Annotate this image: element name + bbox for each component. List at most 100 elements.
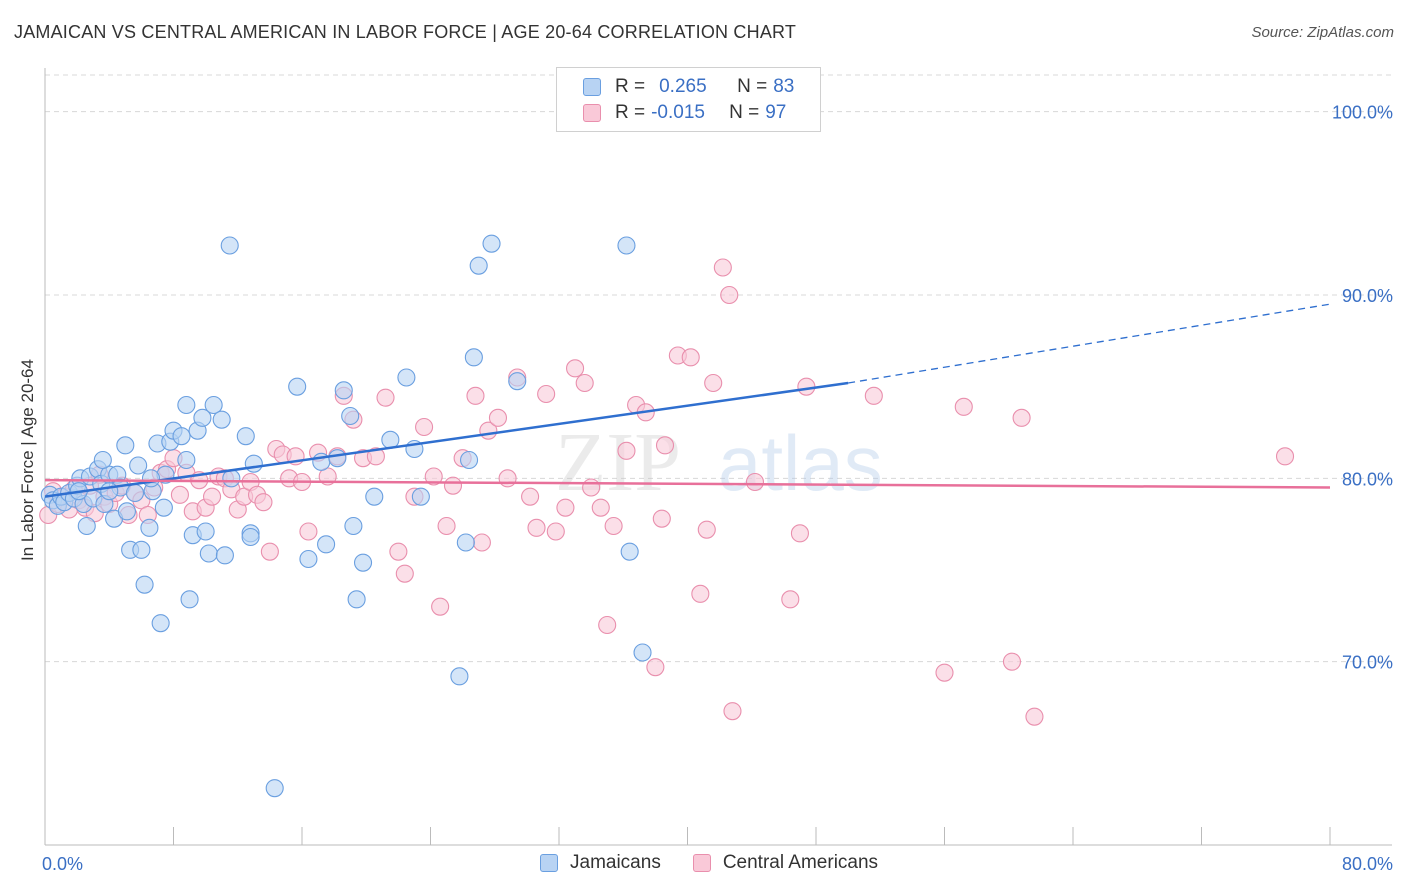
jamaican-point <box>617 236 636 255</box>
legend-r-label: R = <box>615 76 646 97</box>
jamaican-point <box>347 590 366 609</box>
jamaican-point <box>212 410 231 429</box>
central-american-point <box>546 522 565 541</box>
central-american-point <box>646 658 665 677</box>
legend-item-jamaicans: Jamaicans <box>540 852 661 874</box>
jamaican-point <box>482 234 501 253</box>
series-legend: Jamaicans Central Americans <box>540 852 910 874</box>
central-american-point <box>424 467 443 486</box>
central-american-point <box>935 663 954 682</box>
legend-swatch-pink <box>583 104 601 122</box>
watermark-zip: ZIP <box>555 416 681 509</box>
jamaican-point <box>456 533 475 552</box>
jamaican-point <box>193 408 212 427</box>
jamaican-point <box>204 395 223 415</box>
jamaican-point <box>220 236 239 255</box>
central-american-point <box>498 469 517 488</box>
central-american-point <box>954 397 973 416</box>
central-american-point <box>864 386 883 405</box>
central-american-point <box>575 373 594 393</box>
jamaican-point <box>196 522 215 541</box>
central-american-point <box>604 516 623 536</box>
jamaicans-points <box>40 234 652 798</box>
central-american-point <box>260 542 279 561</box>
jamaican-point <box>141 469 161 488</box>
legend-r-value: 0.265 <box>659 76 707 97</box>
jamaican-point <box>244 454 263 473</box>
central-american-point <box>415 417 434 437</box>
jamaican-point <box>236 427 255 446</box>
jamaicans-trend-line <box>44 381 849 498</box>
legend-r-label: R = <box>615 102 646 123</box>
central-american-point <box>1012 408 1031 427</box>
x-tick-label: 80.0% <box>1342 854 1393 874</box>
central-american-point <box>681 348 700 367</box>
central-american-point <box>745 472 765 492</box>
central-american-point <box>566 359 585 378</box>
jamaican-point <box>154 498 173 517</box>
central-american-point <box>170 485 189 504</box>
central-american-point <box>395 564 414 583</box>
jamaican-point <box>317 535 336 554</box>
jamaican-point <box>116 436 135 455</box>
jamaican-point <box>180 590 199 609</box>
central-american-point <box>521 487 540 506</box>
central-american-point <box>591 498 610 517</box>
central-american-point <box>556 498 575 517</box>
jamaican-point <box>265 779 284 798</box>
y-tick-label: 70.0% <box>1342 653 1393 673</box>
legend-swatch-pink <box>692 854 711 872</box>
legend-n-value: 97 <box>765 102 787 123</box>
central-american-point <box>697 520 716 539</box>
legend-swatch-blue <box>540 854 558 872</box>
y-tick-label: 80.0% <box>1342 469 1393 489</box>
watermark: ZIP atlas <box>555 416 883 509</box>
central-american-point <box>254 493 273 512</box>
central-american-point <box>488 408 508 427</box>
jamaican-point <box>135 575 154 594</box>
watermark-atlas: atlas <box>718 419 883 507</box>
central-american-point <box>781 590 800 609</box>
jamaican-point <box>125 483 144 503</box>
jamaican-point <box>132 540 151 559</box>
jamaican-point <box>177 395 196 415</box>
central-american-point <box>691 584 710 603</box>
jamaican-point <box>341 406 360 426</box>
trend-lines <box>44 303 1331 498</box>
jamaicans-trend-extension <box>848 303 1331 384</box>
source-label: Source: ZipAtlas.com <box>1251 24 1394 41</box>
gridlines <box>45 74 1392 663</box>
jamaican-point <box>93 450 112 470</box>
jamaican-point <box>450 667 469 686</box>
central-american-point <box>655 436 675 455</box>
chart-title: JAMAICAN VS CENTRAL AMERICAN IN LABOR FO… <box>14 22 797 42</box>
central-american-point <box>466 386 485 405</box>
legend-row-jamaicans: R = 0.265 N = 83 <box>583 75 794 99</box>
central-american-point <box>1275 447 1295 466</box>
central-american-point <box>582 478 601 497</box>
jamaican-point <box>633 643 652 662</box>
jamaican-point <box>77 516 96 536</box>
jamaican-point <box>129 456 148 475</box>
jamaican-point <box>328 449 347 468</box>
central-american-point <box>723 702 742 721</box>
legend-n-value: 83 <box>773 76 795 97</box>
y-tick-label: 100.0% <box>1332 103 1393 123</box>
axes <box>44 68 1392 846</box>
jamaican-point <box>464 348 483 367</box>
jamaican-point <box>508 372 527 391</box>
central-american-point <box>527 518 546 537</box>
jamaican-point <box>199 544 218 563</box>
x-tick-label: 0.0% <box>42 854 83 874</box>
jamaican-point <box>215 546 234 565</box>
central-american-point <box>1002 652 1022 671</box>
central-american-point <box>617 441 636 460</box>
legend-n-label: N = <box>729 102 760 123</box>
jamaican-point <box>117 502 136 521</box>
jamaican-point <box>151 614 170 633</box>
central-american-point <box>1025 707 1044 726</box>
central-american-point <box>790 524 809 543</box>
central-american-point <box>713 258 732 277</box>
legend-label-central-americans: Central Americans <box>722 852 879 873</box>
